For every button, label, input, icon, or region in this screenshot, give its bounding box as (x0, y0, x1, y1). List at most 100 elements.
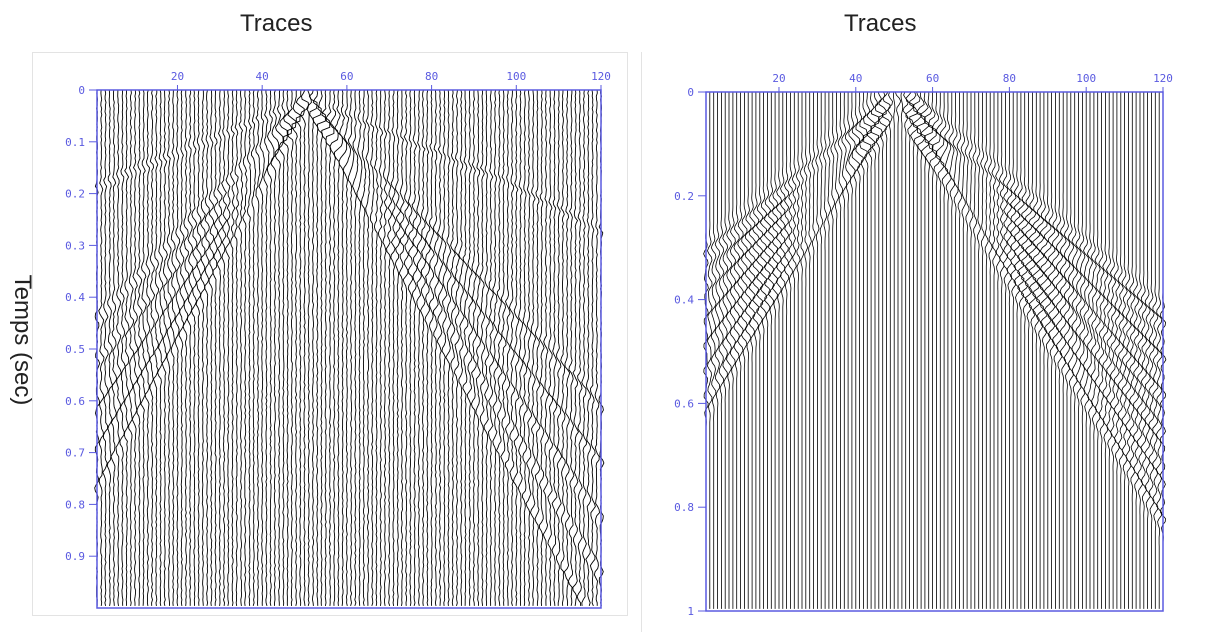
trace-82 (436, 89, 444, 606)
trace-54 (317, 89, 326, 606)
trace-47 (878, 91, 887, 609)
trace-103 (1094, 92, 1101, 609)
trace-64 (361, 90, 367, 607)
trace-79 (1002, 92, 1009, 609)
trace-64 (944, 92, 952, 609)
trace-24 (791, 92, 797, 609)
trace-38 (251, 89, 257, 607)
trace-3 (102, 89, 109, 606)
x-tick-label: 120 (1153, 72, 1173, 85)
trace-76 (411, 89, 419, 607)
trace-89 (1039, 92, 1048, 609)
trace-41 (855, 92, 864, 609)
trace-25 (195, 89, 202, 606)
trace-33 (229, 89, 236, 606)
trace-98 (504, 90, 511, 606)
trace-117 (1148, 92, 1155, 609)
trace-75 (407, 89, 414, 606)
trace-102 (1090, 92, 1098, 609)
trace-105 (1102, 92, 1109, 609)
trace-22 (182, 89, 190, 606)
x-tick-label: 80 (425, 70, 438, 83)
trace-53 (902, 91, 909, 609)
y-tick-label: 0.1 (65, 136, 85, 149)
trace-95 (492, 89, 499, 606)
trace-47 (287, 89, 297, 606)
trace-57 (329, 89, 339, 606)
trace-18 (166, 89, 173, 606)
y-tick-label: 0.3 (65, 239, 85, 252)
trace-45 (278, 89, 288, 606)
trace-39 (255, 89, 261, 606)
trace-46 (283, 89, 292, 606)
trace-93 (1055, 92, 1064, 609)
trace-70 (968, 92, 974, 609)
trace-7 (119, 90, 126, 606)
trace-119 (593, 89, 600, 606)
trace-94 (488, 89, 495, 606)
trace-6 (115, 89, 122, 606)
trace-9 (128, 89, 135, 606)
trace-14 (149, 89, 156, 606)
trace-45 (871, 91, 879, 609)
trace-73 (398, 89, 406, 606)
trace-2 (98, 89, 105, 606)
trace-66 (952, 92, 959, 609)
trace-55 (909, 91, 918, 609)
trace-72 (394, 89, 402, 606)
trace-88 (462, 89, 469, 606)
trace-31 (221, 89, 228, 606)
trace-100 (513, 89, 520, 606)
trace-93 (483, 89, 490, 606)
trace-37 (841, 92, 847, 609)
x-tick-label: 80 (1003, 72, 1016, 85)
trace-8 (123, 89, 130, 606)
trace-67 (373, 89, 379, 606)
trace-88 (1036, 92, 1045, 609)
trace-44 (274, 89, 284, 606)
trace-80 (428, 89, 435, 606)
trace-16 (759, 92, 768, 609)
trace-11 (740, 92, 748, 609)
trace-101 (517, 89, 524, 606)
trace-116 (1144, 92, 1152, 609)
trace-107 (1109, 92, 1117, 609)
trace-25 (795, 92, 801, 609)
trace-106 (538, 89, 545, 606)
trace-100 (1082, 92, 1090, 609)
y-tick-label: 0 (687, 86, 694, 99)
trace-111 (1125, 92, 1132, 609)
trace-63 (356, 89, 363, 606)
trace-32 (822, 92, 828, 609)
trace-36 (837, 92, 843, 609)
trace-42 (266, 89, 275, 606)
trace-39 (848, 92, 856, 609)
y-tick-label: 0.4 (674, 294, 694, 307)
trace-59 (338, 89, 348, 606)
trace-8 (729, 92, 737, 609)
trace-4 (714, 92, 721, 609)
trace-56 (913, 91, 922, 609)
x-tick-label: 60 (926, 72, 939, 85)
trace-29 (811, 92, 816, 609)
trace-21 (779, 92, 786, 609)
x-tick-label: 40 (849, 72, 862, 85)
y-tick-label: 0.6 (674, 397, 694, 410)
trace-103 (525, 90, 532, 606)
trace-60 (342, 89, 351, 606)
trace-109 (1117, 92, 1125, 609)
trace-81 (433, 89, 439, 606)
y-tick-label: 0.8 (674, 501, 694, 514)
trace-56 (325, 89, 335, 606)
trace-11 (136, 89, 143, 606)
trace-110 (1121, 92, 1128, 609)
trace-109 (551, 90, 559, 606)
trace-22 (783, 92, 790, 609)
trace-42 (859, 92, 868, 609)
trace-29 (212, 89, 219, 606)
trace-5 (718, 92, 725, 609)
trace-32 (225, 89, 231, 606)
trace-74 (983, 92, 989, 609)
trace-26 (199, 89, 206, 606)
y-tick-label: 0.7 (65, 447, 85, 460)
